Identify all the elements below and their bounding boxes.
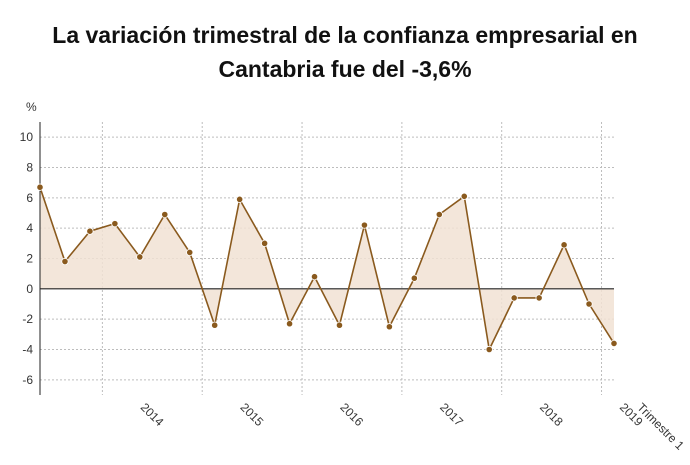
y-tick-label-6: -2 — [22, 312, 33, 326]
series-line — [39, 186, 615, 351]
data-point-12 — [335, 321, 344, 329]
data-point-2 — [86, 227, 94, 235]
data-point-0 — [36, 183, 44, 191]
data-point-11 — [310, 273, 319, 281]
y-tick-label-4: 2 — [26, 252, 33, 266]
data-point-15 — [410, 274, 418, 282]
y-tick-label-2: 6 — [26, 191, 33, 205]
x-tick-label-0: 2014 — [138, 400, 167, 429]
x-tick-label-6: Trimestre 1 — [634, 400, 687, 453]
area-fill — [40, 187, 614, 350]
data-point-7 — [211, 321, 219, 329]
chart-title-line-2: Cantabria fue del -3,6% — [218, 56, 472, 82]
data-point-6 — [186, 248, 194, 257]
area-fill-path — [40, 187, 614, 350]
data-point-23 — [610, 339, 618, 348]
data-points — [36, 183, 618, 354]
x-tick-label-3: 2017 — [437, 400, 466, 429]
y-axis-unit-label: % — [26, 100, 37, 114]
y-tick-label-8: -6 — [22, 373, 33, 387]
data-point-10 — [285, 320, 294, 328]
data-point-18 — [485, 345, 493, 354]
data-point-19 — [510, 294, 518, 302]
chart-title-line-1: La variación trimestral de la confianza … — [52, 22, 638, 48]
data-point-21 — [560, 241, 568, 249]
axes — [39, 122, 614, 395]
y-tick-label-0: 10 — [20, 130, 34, 144]
data-point-17 — [460, 192, 468, 200]
data-point-9 — [261, 239, 269, 247]
x-tick-label-2: 2016 — [337, 400, 366, 429]
data-point-22 — [585, 300, 593, 308]
series-polyline — [39, 186, 615, 351]
data-point-13 — [360, 221, 369, 229]
data-point-20 — [535, 294, 543, 302]
y-tick-label-3: 4 — [26, 221, 33, 235]
data-point-16 — [435, 210, 443, 219]
data-point-5 — [161, 210, 169, 219]
x-tick-label-1: 2015 — [238, 400, 267, 429]
data-point-3 — [111, 220, 119, 228]
y-tick-label-7: -4 — [22, 343, 33, 357]
y-tick-label-5: 0 — [26, 282, 33, 296]
data-point-14 — [385, 323, 393, 331]
chart-title: La variación trimestral de la confianza … — [0, 18, 690, 86]
data-point-1 — [61, 257, 69, 266]
data-point-8 — [236, 195, 244, 203]
y-tick-labels: 10 8 6 4 2 0 -2 -4 -6 — [20, 130, 34, 387]
x-tick-label-4: 2018 — [537, 400, 566, 429]
y-tick-label-1: 8 — [26, 161, 33, 175]
data-point-4 — [136, 253, 144, 261]
